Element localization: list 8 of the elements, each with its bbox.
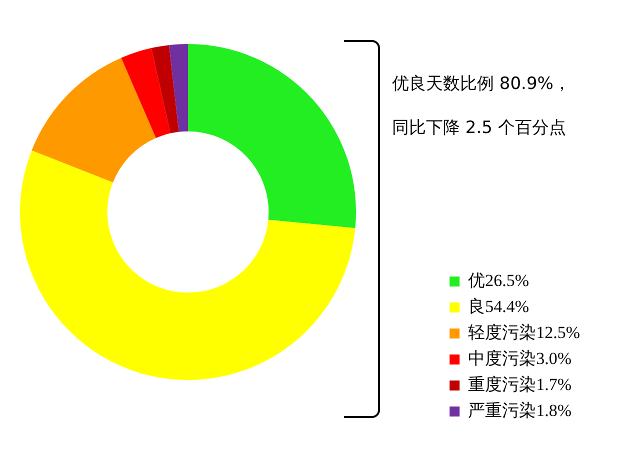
legend-label: 中度污染3.0% bbox=[468, 348, 572, 368]
legend-label: 严重污染1.8% bbox=[468, 400, 572, 420]
legend-label: 良54.4% bbox=[468, 296, 530, 316]
text: 同比下降 2.5 个百分点 bbox=[392, 117, 567, 140]
legend-label: 优26.5% bbox=[468, 270, 530, 290]
legend-label: 重度污染1.7% bbox=[468, 374, 572, 394]
legend-label: 轻度污染12.5% bbox=[468, 322, 580, 342]
text: 优良天数比例 80.9%， bbox=[392, 73, 570, 96]
